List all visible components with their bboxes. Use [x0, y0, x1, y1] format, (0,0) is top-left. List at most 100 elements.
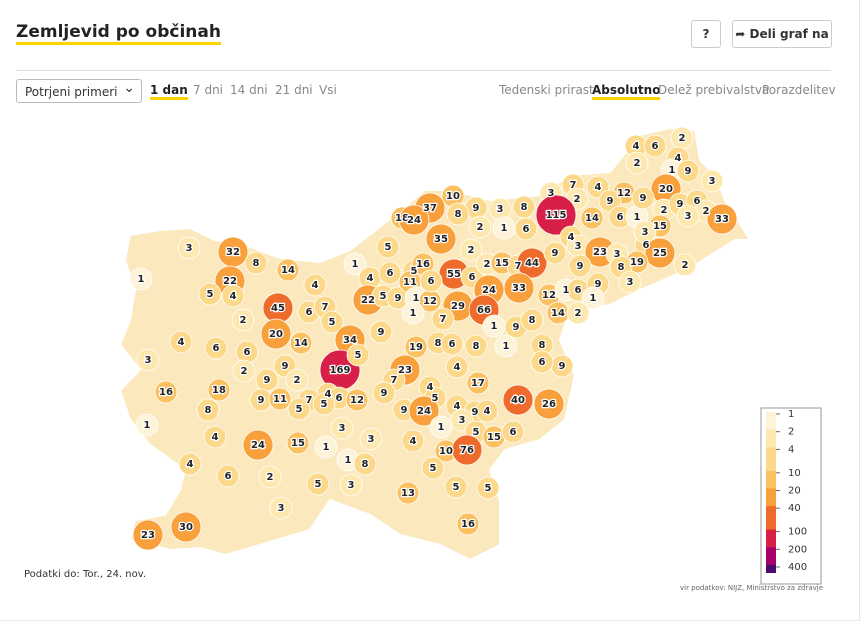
legend-swatch	[766, 529, 776, 550]
municipality	[198, 282, 222, 306]
municipality-label: 9	[577, 261, 584, 272]
municipality	[502, 384, 534, 416]
period-tab[interactable]: 1 dan	[150, 83, 188, 100]
municipality-label: 2	[241, 366, 248, 377]
municipality-label: 15	[495, 258, 509, 269]
municipality-label: 40	[511, 395, 525, 406]
view-tab[interactable]: Porazdelitev	[762, 83, 836, 97]
municipality	[154, 380, 178, 404]
municipality	[535, 194, 577, 236]
municipality	[221, 284, 245, 308]
municipality	[706, 203, 738, 235]
municipality	[268, 387, 292, 411]
municipality-label: 3	[575, 241, 582, 252]
municipality-label: 9	[513, 322, 520, 333]
municipality-label: 1	[323, 442, 330, 453]
municipality-label: 3	[339, 423, 346, 434]
municipality	[353, 452, 377, 476]
municipality	[132, 519, 164, 551]
municipality	[314, 435, 338, 459]
municipality	[303, 273, 327, 297]
municipality-label: 12	[542, 290, 556, 301]
municipality-label: 2	[484, 259, 491, 270]
municipality	[568, 254, 592, 278]
municipality	[464, 334, 488, 358]
municipality-label: 5	[380, 291, 387, 302]
municipality-label: 76	[460, 445, 474, 456]
municipality	[700, 169, 724, 193]
municipality	[401, 429, 425, 453]
municipality	[269, 496, 293, 520]
legend-label: 1	[788, 409, 794, 420]
municipality	[643, 134, 667, 158]
municipality-label: 6	[336, 393, 343, 404]
municipality	[258, 465, 282, 489]
legend-label: 2	[788, 427, 794, 438]
legend-swatch	[766, 470, 776, 491]
municipality	[203, 425, 227, 449]
period-tab[interactable]: 7 dni	[193, 83, 224, 97]
municipality-label: 3	[278, 503, 285, 514]
municipality-label: 9	[473, 203, 480, 214]
municipality	[169, 330, 193, 354]
municipality-label: 22	[223, 276, 237, 287]
municipality-label: 6	[225, 471, 232, 482]
municipality-label: 5	[453, 482, 460, 493]
municipality	[129, 267, 153, 291]
municipality-label: 20	[659, 184, 673, 195]
period-tab[interactable]: 21 dni	[275, 83, 313, 97]
view-tab[interactable]: Delež prebivalstva	[658, 83, 770, 97]
municipality-label: 9	[595, 279, 602, 290]
view-tab[interactable]: Absolutno	[592, 83, 661, 100]
municipality-label: 15	[653, 221, 667, 232]
period-tab[interactable]: Vsi	[319, 83, 337, 97]
municipality-label: 4	[230, 291, 237, 302]
municipality	[178, 452, 202, 476]
municipality-label: 3	[548, 188, 555, 199]
municipality	[242, 429, 274, 461]
view-tab[interactable]: Tedenski prirast	[499, 83, 594, 97]
municipality	[376, 235, 400, 259]
municipality-label: 1	[413, 293, 420, 304]
municipality-label: 4	[312, 280, 319, 291]
municipality-label: 5	[411, 266, 418, 277]
municipality-label: 5	[329, 317, 336, 328]
municipality-label: 6	[449, 339, 456, 350]
title: Zemljevid po občinah	[16, 22, 221, 45]
municipality	[444, 475, 468, 499]
help-button[interactable]: ?	[691, 20, 721, 48]
municipality	[533, 388, 565, 420]
municipality-label: 6	[510, 427, 517, 438]
municipality-label: 1	[410, 308, 417, 319]
municipality-label: 9	[685, 166, 692, 177]
legend-label: 4	[788, 444, 794, 455]
municipality-label: 29	[451, 301, 465, 312]
municipality	[135, 413, 159, 437]
legend-label: 400	[788, 562, 807, 573]
municipality-label: 18	[212, 385, 226, 396]
municipality-label: 5	[432, 393, 439, 404]
municipality-label: 3	[145, 355, 152, 366]
municipality	[445, 355, 469, 379]
municipality-label: 4	[454, 362, 461, 373]
municipality-label: 12	[617, 188, 631, 199]
municipality-label: 1	[138, 274, 145, 285]
share-button[interactable]: ➦ Deli graf na	[732, 20, 832, 48]
metric-select[interactable]: Potrjeni primeri	[16, 76, 142, 103]
municipality-label: 1	[503, 341, 510, 352]
municipality	[503, 272, 535, 304]
municipality-label: 2	[634, 158, 641, 169]
municipality-label: 10	[446, 191, 460, 202]
municipality-label: 6	[643, 240, 650, 251]
municipality	[494, 334, 518, 358]
period-tab[interactable]: 14 dni	[230, 83, 268, 97]
municipality-label: 25	[653, 248, 667, 259]
municipality-label: 4	[178, 337, 185, 348]
municipality-label: 1	[352, 259, 359, 270]
municipality-label: 9	[264, 375, 271, 386]
municipality-label: 24	[251, 440, 265, 451]
municipality	[369, 320, 393, 344]
municipality-label: 19	[630, 257, 644, 268]
municipality	[359, 427, 383, 451]
